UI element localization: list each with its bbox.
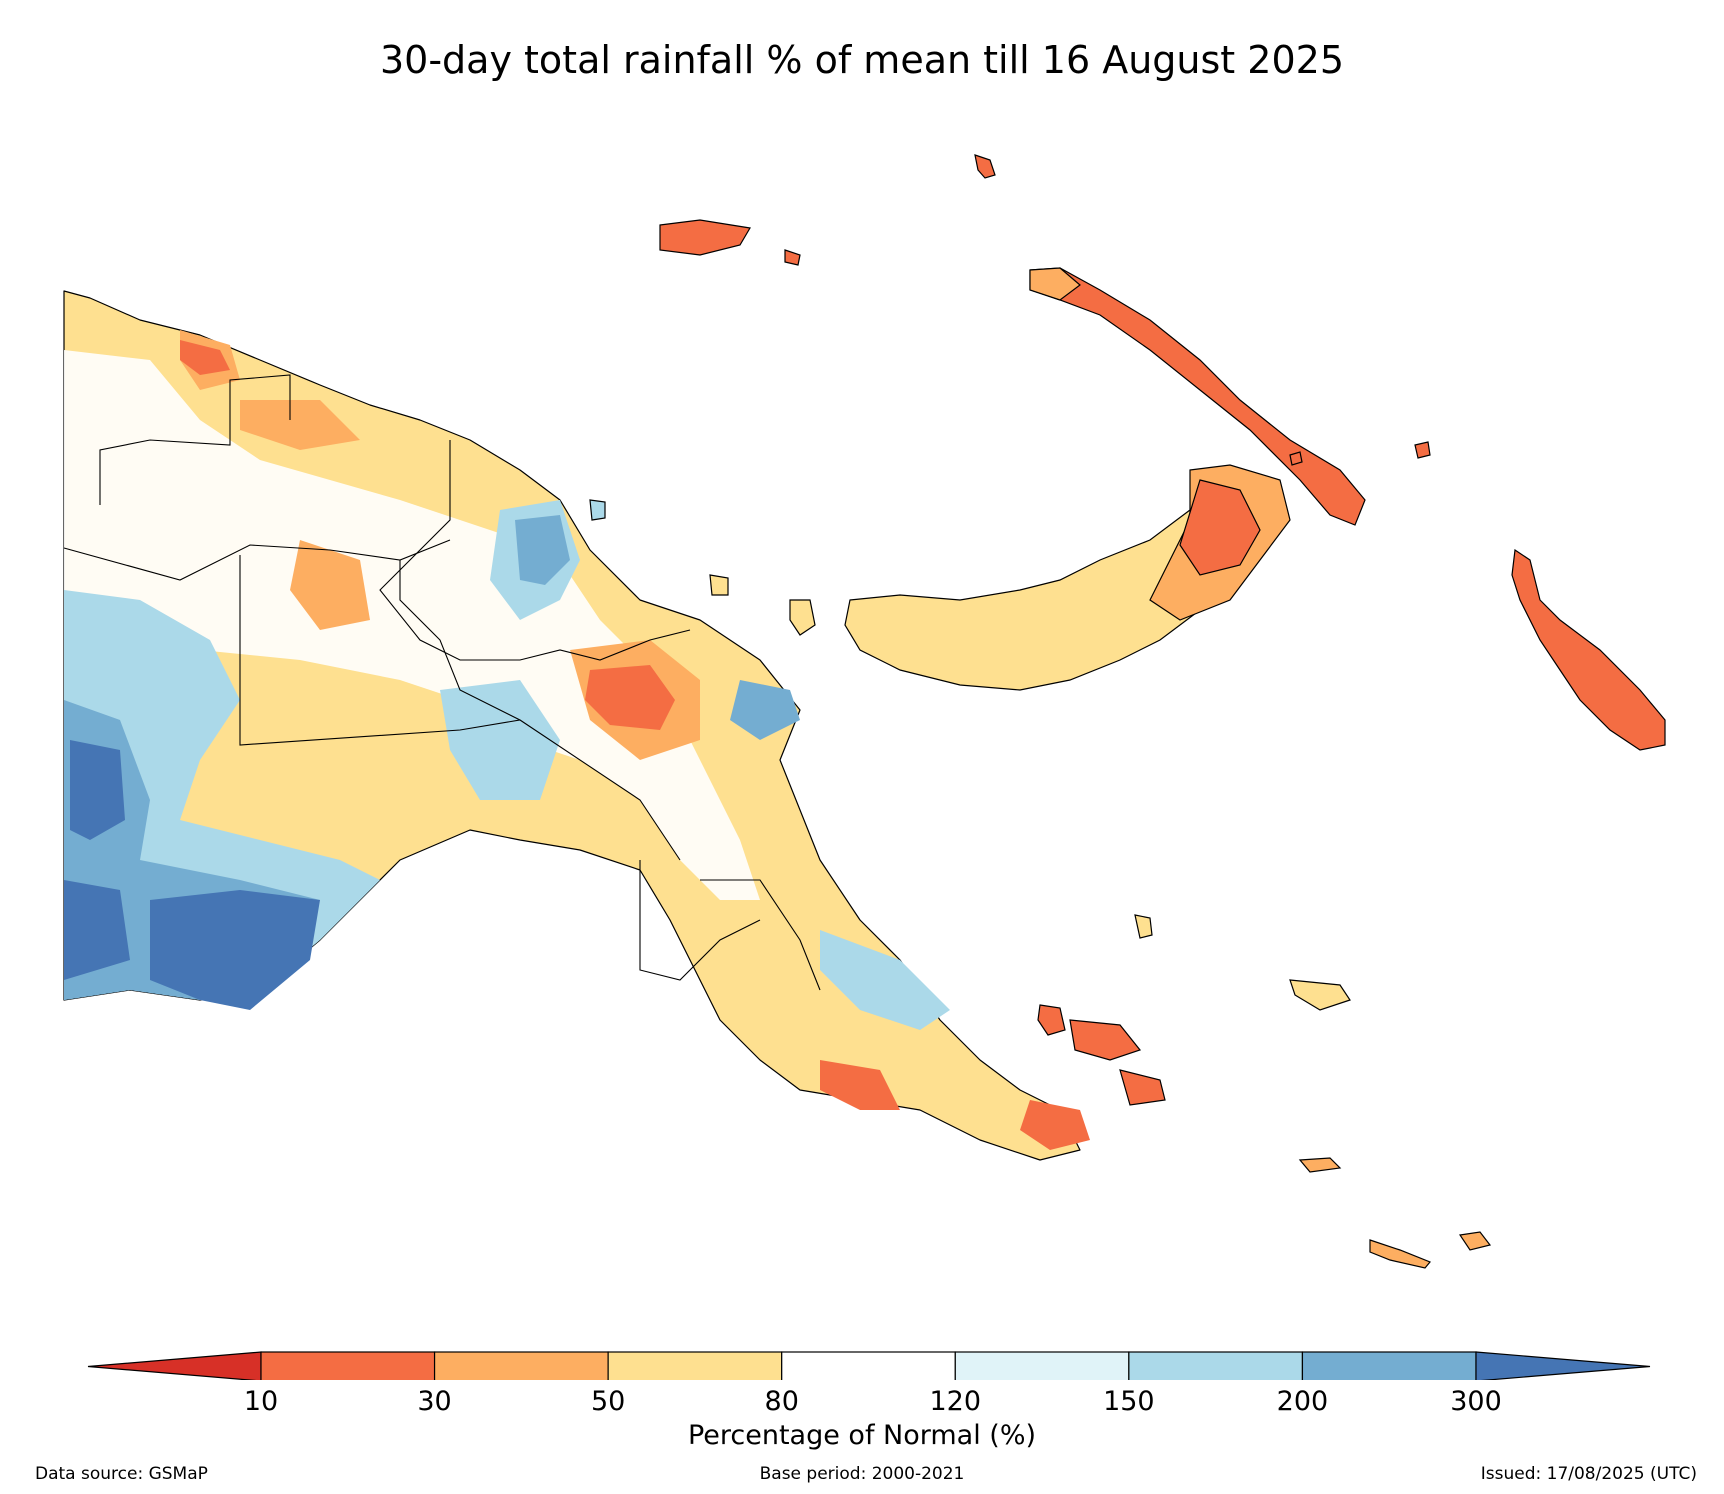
base-period-note: Base period: 2000-2021 xyxy=(759,1464,965,1484)
island-misima xyxy=(1298,1157,1342,1173)
colorbar-tick-label: 80 xyxy=(764,1386,799,1417)
colorbar-label: Percentage of Normal (%) xyxy=(687,1420,1037,1451)
island-normanby xyxy=(1119,1069,1166,1106)
island-manus xyxy=(659,219,751,256)
colorbar-segment xyxy=(781,1351,956,1380)
province-boundary xyxy=(63,539,451,581)
island-bougainville xyxy=(1511,548,1666,751)
colorbar-tick-label: 120 xyxy=(929,1386,982,1417)
map-title: 30-day total rainfall % of mean till 16 … xyxy=(379,38,1344,82)
province-boundary xyxy=(399,560,521,721)
province-boundary xyxy=(239,555,681,861)
very-dry-north-coast xyxy=(180,340,230,375)
colorbar-segment xyxy=(260,1351,436,1380)
province-boundary xyxy=(700,879,821,991)
dry-central-coast xyxy=(820,1060,1090,1150)
near-normal-zone xyxy=(64,350,760,900)
colorbar-tick-label: 200 xyxy=(1276,1386,1329,1417)
province-boundary xyxy=(639,860,761,981)
colorbar-extend-high xyxy=(1475,1351,1651,1380)
very-wet-central xyxy=(515,515,570,585)
colorbar-tick-label: 50 xyxy=(590,1386,626,1417)
island-new-ireland-west xyxy=(1029,267,1081,301)
province-boundary xyxy=(379,440,691,661)
island-goodenough xyxy=(1037,1004,1066,1036)
island-sudest xyxy=(1369,1239,1431,1269)
island-long xyxy=(709,574,729,596)
rainfall-map xyxy=(63,154,1666,1269)
colorbar-segment xyxy=(433,1351,609,1380)
colorbar-extend-low xyxy=(87,1351,262,1380)
colorbar-segment xyxy=(1128,1351,1304,1380)
island-new-britain-tip xyxy=(1179,479,1261,576)
colorbar-tick-label: 150 xyxy=(1103,1386,1155,1417)
data-source-note: Data source: GSMaP xyxy=(35,1464,208,1484)
wet-papuan-tail xyxy=(820,930,950,1030)
island-fergusson xyxy=(1069,1019,1142,1061)
island-umboi xyxy=(789,599,816,636)
island-woodlark xyxy=(1289,979,1351,1011)
colorbar-tick-label: 10 xyxy=(243,1386,279,1417)
colorbar-tick-label: 30 xyxy=(417,1386,452,1417)
colorbar-tick-label: 300 xyxy=(1450,1386,1502,1417)
colorbar-segment xyxy=(1301,1351,1477,1380)
extreme-wet-southwest xyxy=(64,740,320,1010)
island-karkar xyxy=(589,499,606,521)
colorbar-segment xyxy=(954,1351,1130,1380)
very-dry-morobe xyxy=(585,665,675,730)
island-manus-east xyxy=(784,249,801,266)
wet-east-cape xyxy=(730,680,800,740)
island-trobriand xyxy=(1134,914,1153,939)
island-duke xyxy=(1289,451,1303,466)
island-buka xyxy=(1414,441,1431,459)
island-mussau xyxy=(974,154,996,179)
island-new-ireland xyxy=(1029,267,1366,526)
colorbar-segment xyxy=(607,1351,783,1380)
dry-north xyxy=(180,330,370,630)
island-rossel xyxy=(1458,1231,1492,1251)
province-boundary xyxy=(99,374,291,505)
issued-date-note: Issued: 17/08/2025 (UTC) xyxy=(1480,1464,1697,1484)
wet-highlands xyxy=(440,680,560,800)
